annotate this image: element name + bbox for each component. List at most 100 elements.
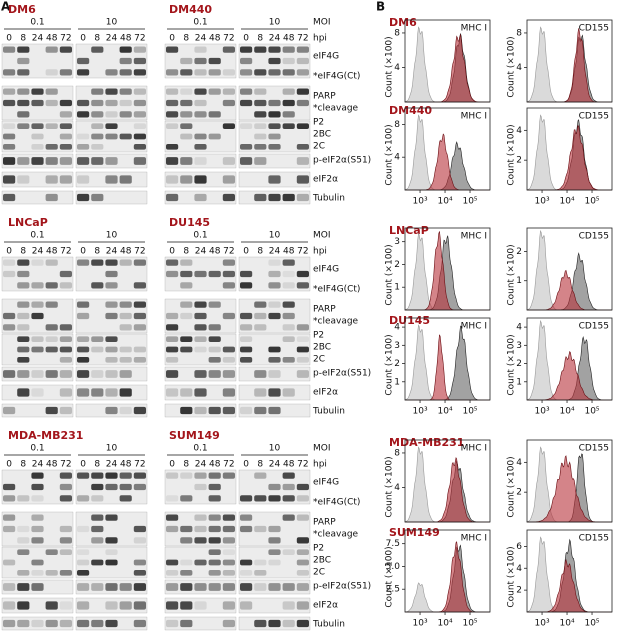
blot-band [17, 495, 30, 502]
blot-band [77, 69, 90, 76]
moi-label: 10 [106, 444, 118, 454]
blot-band [45, 601, 58, 610]
plot-label: CD155 [579, 24, 609, 34]
y-tick-label: 4 [394, 483, 400, 493]
plot-label: CD155 [579, 112, 609, 122]
blot-band [105, 259, 118, 266]
panel-label: A [1, 0, 11, 14]
x-tick-label: 10³ [535, 407, 550, 417]
blot-band [282, 601, 295, 610]
x-tick-label: 10³ [413, 407, 428, 417]
blot-band [17, 46, 30, 53]
blot-band [31, 123, 44, 130]
blot-band [119, 472, 132, 479]
blot-band [222, 619, 235, 628]
blot-band [254, 388, 267, 397]
blot-band [133, 157, 146, 165]
x-tick-label: 10⁵ [584, 407, 599, 417]
blot-band [59, 123, 72, 130]
blot-band [166, 270, 179, 278]
blot-band [45, 619, 58, 628]
blot-band [119, 259, 132, 266]
blot-band [166, 143, 179, 150]
row-label: P2 [313, 544, 324, 554]
y-tick-label: 3 [516, 341, 522, 351]
hpi-label: 24 [269, 34, 281, 44]
blot-band [254, 619, 267, 628]
plot-label: MHC I [461, 112, 487, 122]
plot-label: CD155 [579, 444, 609, 454]
blot-band [77, 472, 90, 479]
hpi-label: 8 [183, 34, 189, 44]
blot-band [208, 356, 221, 363]
x-tick-label: 10³ [535, 619, 550, 629]
row-label: eIF4G [313, 265, 339, 275]
row-label: *eIF4G(Ct) [313, 498, 360, 508]
blot-band [133, 301, 146, 308]
row-label: 2BC [313, 556, 331, 566]
hpi-label: 48 [46, 460, 58, 470]
blot-band [166, 370, 179, 378]
blot-band [282, 111, 295, 118]
cell-line-title: LNCaP [389, 224, 429, 237]
blot-band [208, 57, 221, 65]
blot-band [180, 133, 193, 140]
blot-band [268, 356, 281, 363]
blot-band [240, 569, 253, 576]
y-tick-label: 4 [516, 323, 522, 333]
blot-band [222, 559, 235, 566]
x-tick-label: 10⁵ [462, 407, 477, 417]
blot-band [208, 324, 221, 331]
row-label: hpi [313, 34, 327, 44]
blot-band [59, 133, 72, 140]
hpi-label: 8 [20, 247, 26, 257]
blot-band [222, 525, 235, 533]
blot-band [194, 525, 207, 533]
blot-band [254, 472, 267, 479]
hpi-label: 72 [223, 34, 234, 44]
blot-band [194, 175, 207, 184]
blot-band [59, 157, 72, 165]
blot-band [282, 193, 295, 202]
row-label: P2 [313, 118, 324, 128]
blot-band [91, 336, 104, 343]
blot-band [133, 88, 146, 95]
hpi-label: 0 [243, 460, 249, 470]
hpi-label: 8 [94, 34, 100, 44]
blot-band [222, 99, 235, 107]
blot-band [194, 388, 207, 397]
blot-band [133, 324, 146, 331]
blot-band [3, 406, 16, 415]
x-tick-label: 10³ [413, 619, 428, 629]
blot-band [17, 569, 30, 576]
cell-line-title: MDA-MB231 [389, 436, 464, 449]
blot-band [17, 537, 30, 544]
blot-band [222, 537, 235, 544]
blot-band [282, 336, 295, 343]
moi-label: 0.1 [30, 18, 44, 28]
hpi-label: 48 [46, 34, 58, 44]
blot-band [296, 270, 309, 278]
y-tick-label: 8 [394, 28, 400, 38]
blot-band [194, 583, 207, 591]
blot-band [17, 123, 30, 130]
y-tick-label: 2 [516, 488, 522, 498]
blot-band [17, 301, 30, 308]
y-axis-label: Count (×100) [507, 244, 517, 305]
hpi-label: 24 [106, 34, 118, 44]
blot-band [77, 312, 90, 320]
blot-band [31, 88, 44, 95]
plot-label: MHC I [461, 24, 487, 34]
blot-band [59, 495, 72, 502]
blot-band [254, 559, 267, 566]
blot-band [31, 559, 44, 566]
blot-band [77, 301, 90, 308]
blot-band [268, 388, 281, 397]
blot-band [296, 370, 309, 378]
blot-band [133, 69, 146, 76]
blot-band [77, 559, 90, 566]
blot-band [208, 346, 221, 353]
hpi-label: 48 [283, 34, 295, 44]
blot-band [208, 549, 221, 556]
blot-band [282, 583, 295, 591]
